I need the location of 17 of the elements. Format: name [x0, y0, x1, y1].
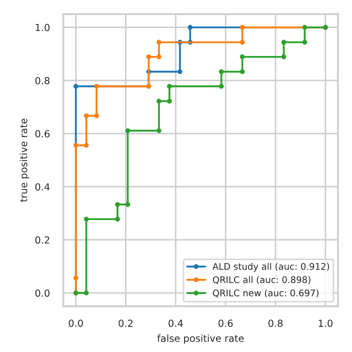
- x-tick-label: 0.2: [118, 320, 133, 327]
- y-tick-label: 0.2: [35, 236, 50, 244]
- y-tick-label: 0.6: [35, 130, 50, 138]
- legend-label: QRILC new (auc: 0.697): [212, 289, 318, 298]
- legend-label: ALD study all (auc: 0.912): [212, 262, 330, 272]
- x-axis-title: false positive rate: [157, 334, 244, 344]
- legend-label: QRILC all (auc: 0.898): [212, 276, 310, 284]
- y-tick-label: 1.0: [36, 24, 50, 32]
- y-tick-label: 0.8: [35, 76, 50, 84]
- x-tick-label: 0.6: [218, 320, 233, 327]
- y-tick-label: 0.0: [35, 289, 50, 297]
- x-tick-label: 0.8: [268, 320, 283, 327]
- x-tick-label: 1.0: [318, 320, 333, 327]
- y-tick-label: 0.4: [35, 183, 50, 191]
- x-tick-label: 0.0: [68, 320, 83, 327]
- y-axis-title: true positive rate: [20, 118, 30, 202]
- x-tick-label: 0.4: [168, 320, 183, 327]
